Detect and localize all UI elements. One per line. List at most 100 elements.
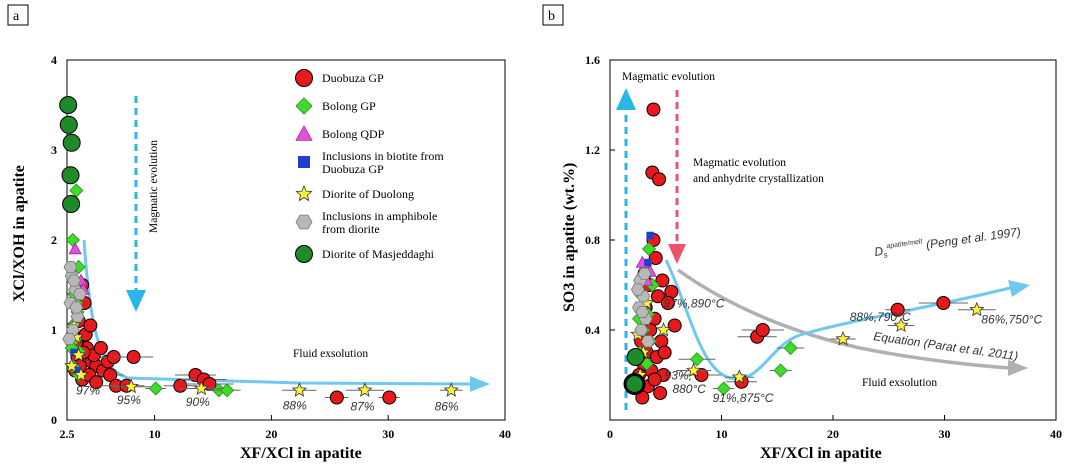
panel-b-evolution-label: Magmatic evolution [622, 71, 715, 83]
panel-a: a 0 1 2 3 4 2.5 10 20 30 40 XF/XCl in apatite XC… [7, 4, 511, 462]
data-point-bolong_gp [641, 241, 657, 257]
x-tick-label: 30 [382, 427, 394, 441]
percent-label: 88% [283, 399, 307, 413]
percent-label: 97% [76, 383, 100, 397]
data-point-duobuza [173, 378, 188, 393]
data-point-duobuza [126, 350, 141, 364]
data-point-bolong_gp [773, 363, 788, 378]
panel-a-exsolution-label: Fluid exsolution [293, 348, 368, 360]
percent-label: 90% [186, 395, 210, 409]
data-point-duobuza [653, 386, 668, 400]
data-point-duobuza [667, 318, 682, 333]
data-point-inclusion_biotite [646, 231, 654, 240]
data-point-masjeddaghi [626, 348, 645, 366]
x-tick-label: 10 [716, 427, 728, 441]
legend-label: from diorite [322, 222, 380, 236]
data-point-diorite_duolong [686, 362, 702, 378]
y-tick-label: 4 [51, 53, 57, 67]
peng-sub: s [883, 250, 888, 259]
legend-label: Bolong QDP [322, 127, 385, 141]
data-point-diorite_duolong [73, 366, 89, 382]
data-point-duobuza [93, 341, 108, 355]
temperature-label: 93%, [665, 369, 692, 383]
panel-b-plot-frame [609, 59, 1057, 421]
legend-marker-bolong_gp [295, 97, 313, 115]
legend-label: Inclusions in amphibole [322, 209, 437, 223]
data-point-inclusion_amph [635, 305, 650, 319]
percent-label: 86% [435, 400, 459, 414]
data-point-inclusion_amph [62, 332, 77, 346]
panel-a-evolution-label: Magmatic evolution [148, 140, 160, 233]
data-point-diorite_duolong [63, 357, 80, 373]
data-point-masjeddaghi [59, 96, 78, 114]
panel-b-equation-curve [676, 268, 1011, 370]
data-point-diorite_duolong [969, 301, 985, 317]
x-tick-label: 30 [939, 427, 951, 441]
legend-marker-inclusion_amph [295, 214, 313, 230]
data-point-highlight [623, 373, 646, 395]
data-point-duobuza [657, 345, 672, 360]
temperature-label: 880°C [672, 382, 706, 396]
data-point-diorite_duolong [291, 382, 308, 397]
panel-b-equation-arrowhead [1008, 360, 1028, 376]
y-tick-label: 0.8 [585, 233, 600, 247]
data-point-bolong_gp [716, 381, 731, 396]
panel-a-x-ticks: 2.5 10 20 30 40 [60, 415, 511, 441]
legend-label: Duobuza GP [322, 162, 384, 176]
panel-b-y-ticks: 0.4 0.8 1.2 1.6 [585, 53, 615, 337]
data-point-diorite_duolong [443, 382, 459, 397]
data-point-diorite_duolong [893, 317, 909, 333]
panel-b-x-ticks: 0 10 20 30 40 [607, 415, 1062, 441]
data-point-inclusion_amph [63, 260, 78, 274]
data-point-diorite_duolong [70, 347, 87, 362]
data-point-duobuza [382, 390, 397, 405]
legend-marker-inclusion_biotite [298, 156, 310, 168]
data-point-inclusion_amph [630, 283, 645, 296]
data-point-duobuza [936, 296, 951, 310]
data-point-bolong_qdp [68, 242, 82, 255]
legend-label: Duobuza GP [322, 71, 384, 85]
peng-d: D [873, 244, 884, 259]
data-point-diorite_duolong [731, 369, 748, 384]
temperature-label: 91%,875°C [713, 391, 774, 405]
panel-a-percent-labels: 97% 95% 90% 88% 87% 86% [76, 383, 459, 413]
data-point-inclusion_amph [69, 301, 84, 314]
data-point-duobuza [83, 318, 98, 333]
panel-a-y-axis-title: XCl/XOH in apatite [11, 165, 28, 302]
data-point-inclusion_amph [65, 323, 80, 337]
data-point-duobuza [647, 372, 662, 387]
y-tick-label: 1 [51, 323, 57, 337]
data-point-duobuza [660, 296, 675, 310]
x-tick-label: 40 [1050, 427, 1062, 441]
data-point-duobuza [650, 289, 665, 304]
data-point-diorite_duolong [835, 330, 851, 346]
data-point-duobuza [694, 368, 709, 382]
x-tick-label: 2.5 [60, 427, 75, 441]
percent-label: 95% [117, 393, 141, 407]
y-tick-label: 1.2 [585, 143, 600, 157]
data-point-duobuza [646, 102, 661, 117]
panel-b: b 0.4 0.8 1.2 1.6 0 10 20 30 40 XF/XCl in apati… [542, 4, 1062, 462]
y-tick-label: 2 [51, 233, 57, 247]
data-point-inclusion_amph [72, 287, 87, 301]
x-tick-label: 10 [149, 427, 161, 441]
data-point-diorite_duolong [193, 380, 210, 396]
legend-marker-bolong_qdp [295, 125, 313, 141]
data-point-bolong_gp [689, 352, 705, 367]
legend-marker-diorite_duolong [295, 184, 313, 202]
data-point-inclusion_biotite [73, 366, 82, 375]
panel-b-y-axis-title: SO3 in apatite (wt.%) [561, 163, 578, 312]
data-point-inclusion_biotite [644, 258, 652, 267]
x-tick-label: 40 [499, 427, 511, 441]
data-point-masjeddaghi [62, 133, 81, 152]
x-tick-label: 0 [607, 427, 613, 441]
y-tick-label: 1.6 [585, 53, 600, 67]
panel-b-exsolution-label: Fluid exsolution [862, 377, 937, 389]
legend-label: Inclusions in biotite from [322, 149, 444, 163]
data-point-masjeddaghi [625, 375, 644, 393]
panel-b-temp-labels: 97%,890°C 88%,790°C 86%,750°C 93%,880°C 91%,… [664, 297, 1043, 406]
panel-b-label: b [548, 9, 555, 24]
panel-a-evolution-arrowhead [126, 290, 146, 312]
data-point-duobuza [103, 368, 118, 382]
